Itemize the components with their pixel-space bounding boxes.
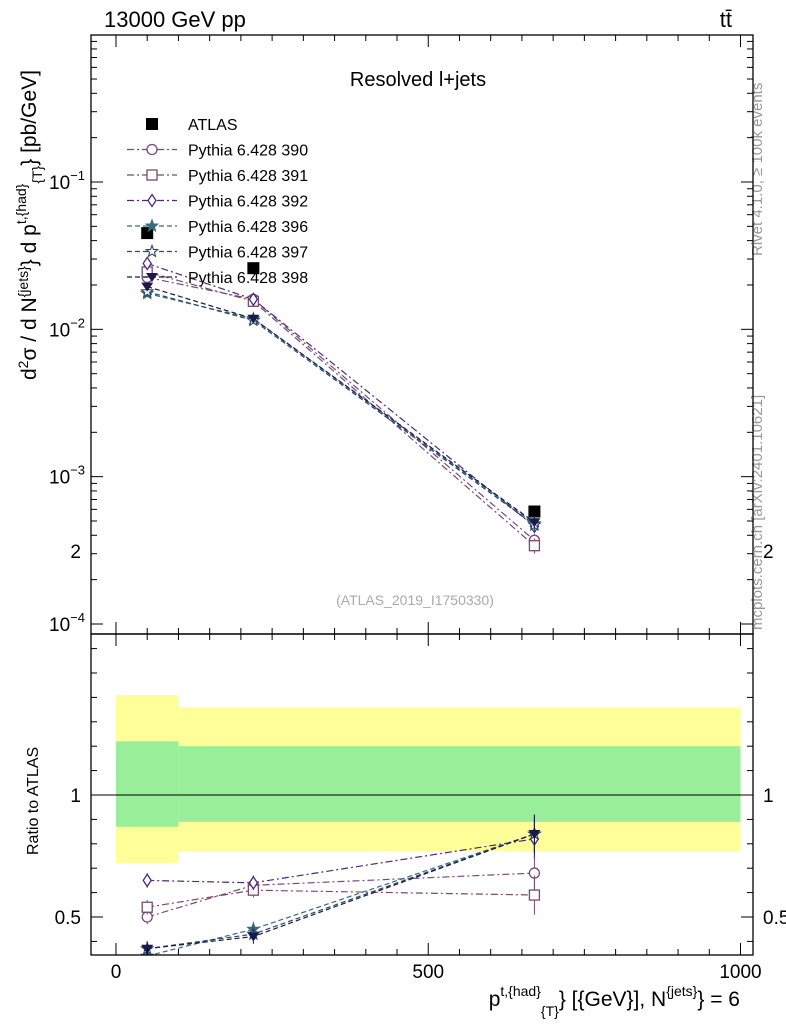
ratio-point-pythia-6-428-392 [142,873,152,888]
band-stat-uncertainty [115,741,179,827]
series-line-pythia-6-428-397 [147,291,535,526]
ratio-line-pythia-6-428-398 [147,833,535,950]
legend-label-pythia-6-428-397: Pythia 6.428 397 [188,245,308,262]
y-tick-label: 10−3 [49,463,85,489]
series-line-pythia-6-428-391 [147,271,535,547]
y-tick-label: 10−2 [49,315,85,341]
data-point-atlas [247,262,260,275]
legend-label-pythia-6-428-392: Pythia 6.428 392 [188,194,308,211]
ratio-y-tick-label-left: 1 [70,786,81,807]
ratio-y-axis-label: Ratio to ATLAS [25,747,42,855]
legend-label-pythia-6-428-398: Pythia 6.428 398 [188,270,308,287]
ratio-point-pythia-6-428-398 [247,932,260,942]
x-tick-label: 1000 [719,962,761,983]
ratio-point-pythia-6-428-398 [528,830,541,840]
series-line-pythia-6-428-396 [147,292,535,525]
legend-label-pythia-6-428-391: Pythia 6.428 391 [188,168,308,185]
ratio-y-tick-label-right: 1 [763,786,774,807]
band-stat-uncertainty [178,746,741,822]
ratio-point-pythia-6-428-391 [141,901,153,913]
data-point-pythia-6-428-392 [248,292,259,307]
ratio-line-pythia-6-428-396 [148,833,535,955]
legend-marker-pythia-6-428-391 [146,169,158,181]
y-tick-label: 10−1 [49,168,85,194]
legend-marker-pythia-6-428-396 [144,218,160,233]
y-axis-label: d2σ / d N{jets}} d pt,{had}{T}} [pb/GeV] [13,70,45,380]
ratio-line-pythia-6-428-390 [147,872,535,918]
ratio-panel: 0.5 0.5 1 1 2 2 0 500 1000 Ratio to ATLAS [25,542,786,983]
legend-marker-atlas [146,118,158,130]
ratio-y-tick-label-right: 2 [763,542,774,563]
ratio-y-tick-label-right: 0.5 [763,908,786,929]
x-tick-label: 500 [412,962,444,983]
main-panel: Resolved l+jets (ATLAS_2019_I1750330) 10… [13,34,754,636]
rivet-version-label: Rivet 4.1.0, ≥ 100k events [749,83,766,256]
data-point-atlas [528,505,541,518]
legend-label-pythia-6-428-390: Pythia 6.428 390 [188,143,308,160]
legend-marker-pythia-6-428-398 [146,273,158,282]
data-point-pythia-6-428-392 [142,256,152,271]
analysis-watermark: (ATLAS_2019_I1750330) [336,592,494,608]
series-line-pythia-6-428-398 [147,286,535,523]
legend-marker-pythia-6-428-397 [144,243,160,258]
data-point-pythia-6-428-391 [528,540,541,552]
x-tick-label: 0 [111,962,122,983]
y-tick-label: 10−4 [49,610,85,636]
data-point-pythia-6-428-398 [141,282,154,292]
x-axis-label: pt,{had}{T}} [{GeV}], N{jets}} = 6 [489,983,740,1019]
mcplots-label: mcplots.cern.ch [arXiv:2401.10621] [749,395,766,630]
legend-marker-pythia-6-428-390 [146,143,158,156]
ratio-point-pythia-6-428-392 [248,875,259,891]
legend: ATLAS Pythia 6.428 390 Pythia 6.428 391 Pyt… [127,117,308,287]
legend-label-pythia-6-428-396: Pythia 6.428 396 [188,219,308,236]
process-label: tt̄ [720,7,732,32]
ratio-point-pythia-6-428-391 [528,889,541,901]
legend-marker-pythia-6-428-392 [147,193,157,208]
chart-title: Resolved l+jets [350,69,486,91]
series-line-pythia-6-428-390 [147,276,535,541]
ratio-line-pythia-6-428-391 [147,889,535,908]
series-line-pythia-6-428-392 [147,262,535,527]
energy-label: 13000 GeV pp [104,7,246,32]
ratio-line-pythia-6-428-397 [147,833,535,950]
ratio-y-tick-label-left: 2 [70,542,81,563]
legend-label-atlas: ATLAS [188,117,238,134]
data-point-pythia-6-428-398 [528,518,541,528]
ratio-y-tick-label-left: 0.5 [55,908,81,929]
data-point-pythia-6-428-398 [247,314,260,324]
